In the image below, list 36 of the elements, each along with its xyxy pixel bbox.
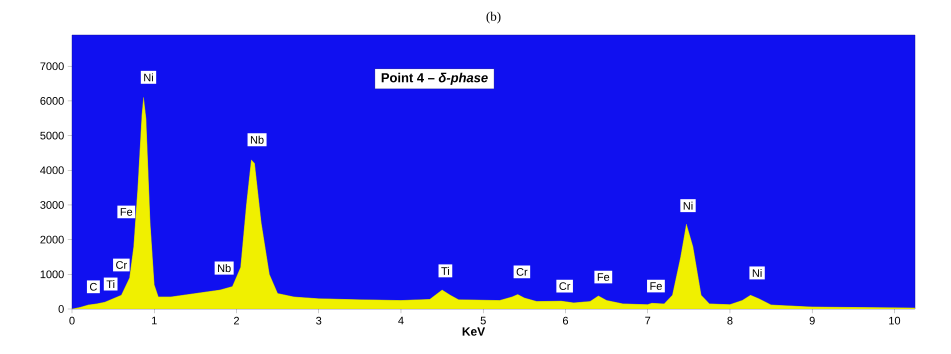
y-tick-label: 7000 xyxy=(40,62,64,70)
y-tick-label: 2000 xyxy=(40,236,64,244)
annotation: Point 4 – δ-phase xyxy=(382,72,488,85)
annotation: C xyxy=(90,282,97,291)
y-tick-label: 0 xyxy=(58,305,64,313)
annotation: Ni xyxy=(684,202,692,210)
annotation: Ti xyxy=(441,266,450,275)
annotation: Cr xyxy=(116,261,127,269)
x-tick-label: 4 xyxy=(398,316,404,324)
x-tick-label: 6 xyxy=(562,316,568,325)
annotation: Fe xyxy=(120,208,132,216)
y-tick-label: 1000 xyxy=(40,270,64,278)
annotation: Cr xyxy=(559,282,570,290)
annotation: Cr xyxy=(516,268,528,276)
x-tick-label: 1 xyxy=(152,316,157,324)
annotation: Fe xyxy=(598,273,610,281)
annotation: Ni xyxy=(752,268,762,277)
x-tick-label: 9 xyxy=(810,316,815,325)
chart-title: (b) xyxy=(486,12,500,24)
x-axis-title: KeV xyxy=(462,327,486,336)
annotation: Fe xyxy=(650,282,662,290)
annotation: Ni xyxy=(144,73,153,82)
annotation: Nb xyxy=(218,264,231,272)
x-tick-label: 10 xyxy=(889,316,900,325)
annotation: Ti xyxy=(106,280,114,288)
x-tick-label: 2 xyxy=(234,316,239,324)
x-tick-label: 7 xyxy=(645,316,650,324)
x-tick-label: 8 xyxy=(727,316,733,325)
y-tick-label: 3000 xyxy=(40,201,64,209)
y-tick-label: 6000 xyxy=(40,97,64,105)
x-tick-label: 0 xyxy=(69,316,75,325)
x-tick-label: 3 xyxy=(316,316,322,325)
y-tick-label: 5000 xyxy=(40,132,64,140)
y-tick-label: 4000 xyxy=(40,166,64,174)
x-tick-label: 5 xyxy=(480,316,486,324)
annotation: Nb xyxy=(250,136,264,144)
